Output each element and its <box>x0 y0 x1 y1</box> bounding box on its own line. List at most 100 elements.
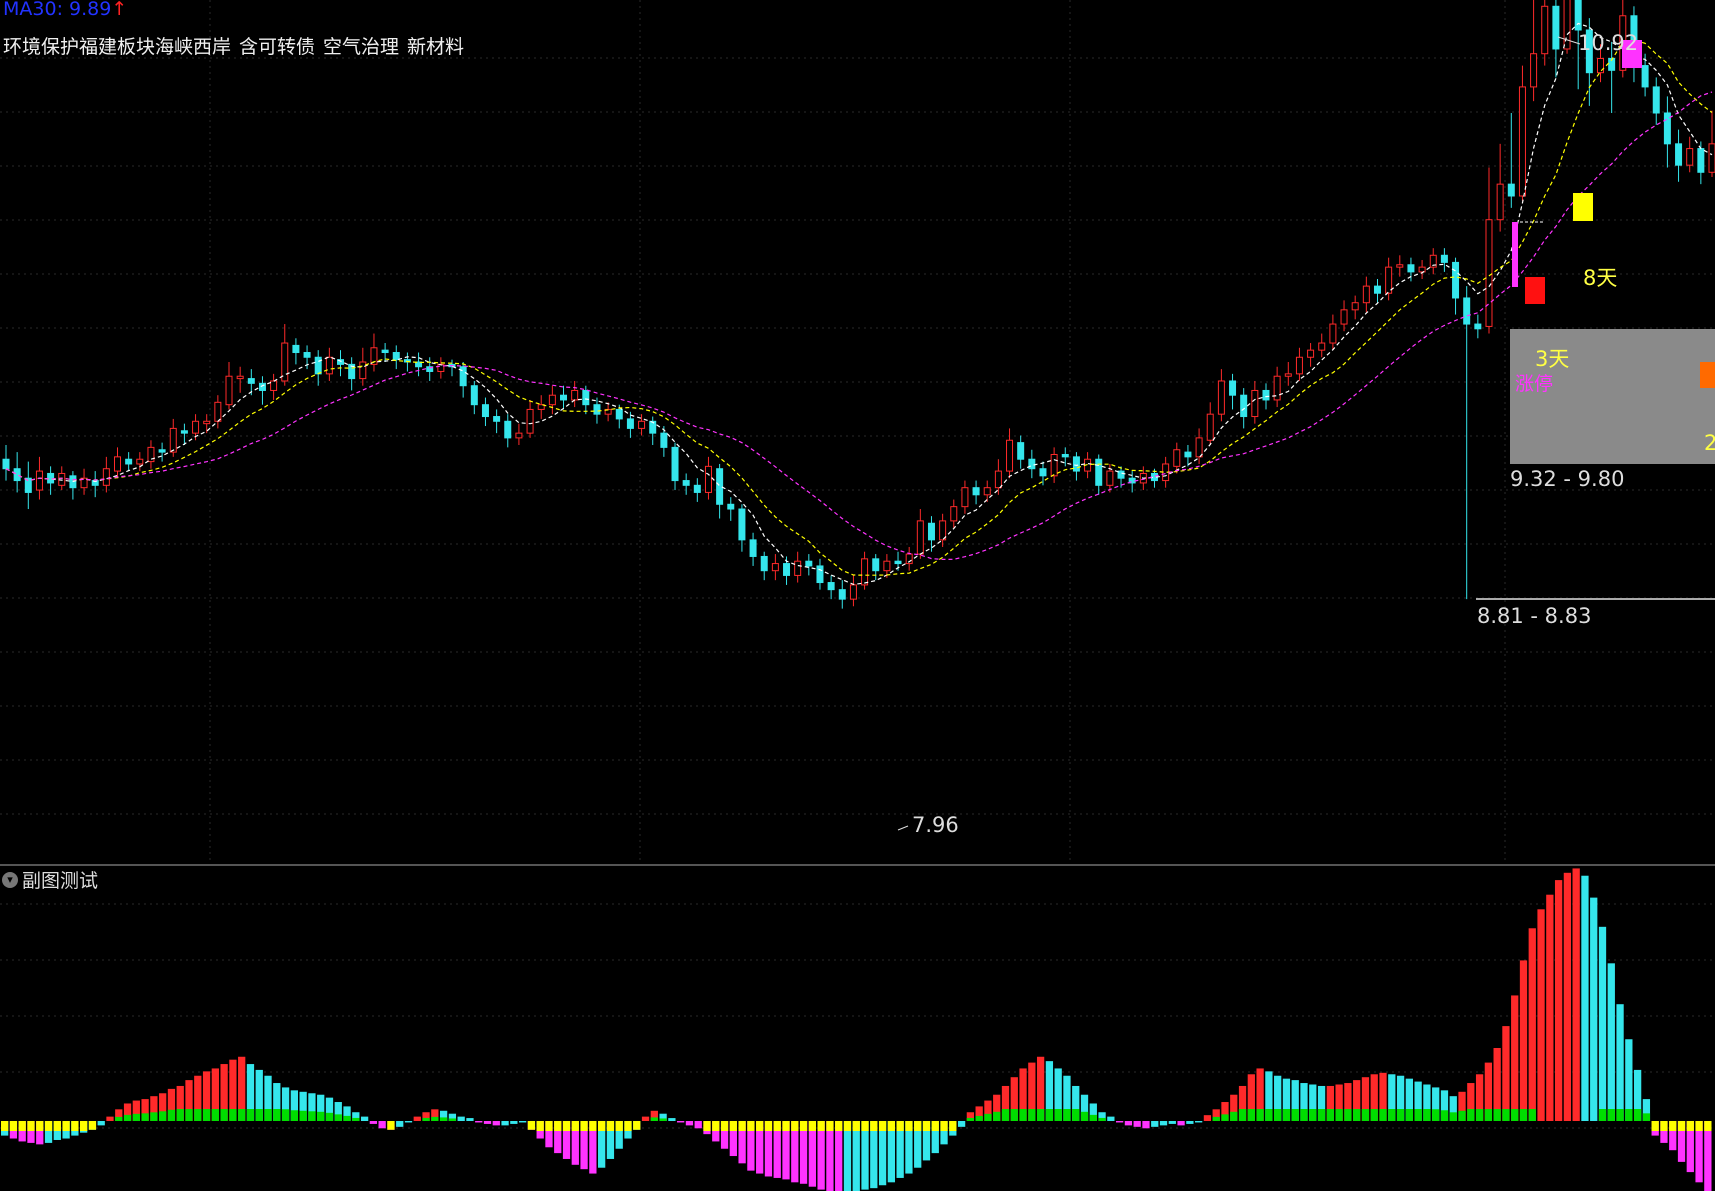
histogram-bar <box>492 1121 500 1126</box>
histogram-bar <box>1028 1062 1036 1121</box>
candle-body <box>1307 349 1315 358</box>
histogram-bar <box>123 1103 132 1121</box>
histogram-bar <box>1677 1121 1686 1162</box>
histogram-segment <box>554 1121 562 1131</box>
candle-body <box>716 468 724 505</box>
histogram-segment <box>1695 1121 1703 1131</box>
histogram-bar <box>396 1121 404 1127</box>
panel-divider[interactable] <box>0 864 1715 866</box>
histogram-bar <box>712 1121 720 1142</box>
histogram-bar <box>404 1121 413 1123</box>
candle-body <box>660 432 668 448</box>
histogram-bar <box>1133 1121 1141 1127</box>
candle-body <box>794 560 802 576</box>
candle-body <box>1039 468 1047 477</box>
price-range-label: 9.32 - 9.80 <box>1510 467 1624 491</box>
histogram-segment <box>273 1109 281 1121</box>
histogram-segment <box>975 1115 983 1121</box>
sector-tag[interactable]: 新材料 <box>407 36 465 58</box>
candle-body <box>381 349 389 354</box>
histogram-bar <box>1080 1094 1089 1121</box>
histogram-segment <box>44 1121 53 1131</box>
candle-body <box>102 468 110 486</box>
candle-body <box>816 565 824 584</box>
ma30-value: MA30: 9.89 <box>3 0 112 20</box>
histogram-segment <box>887 1121 896 1131</box>
sub-panel-header[interactable]: ▾ 副图测试 <box>2 866 98 893</box>
histogram-bar <box>1423 1084 1431 1121</box>
candle-body <box>916 520 924 555</box>
signal-block-marker <box>1622 40 1642 68</box>
candle-body <box>481 404 489 418</box>
candle-body <box>325 356 333 375</box>
ma30-readout: MA30: 9.89↑ <box>3 0 127 20</box>
sector-tag[interactable]: 环境保护福建板块海峡西岸 <box>3 36 232 58</box>
histogram-bar <box>606 1121 615 1159</box>
candle-body <box>1574 0 1582 31</box>
collapse-chevron-icon[interactable]: ▾ <box>2 871 18 888</box>
candle-body <box>626 418 634 429</box>
candle-body <box>1675 143 1683 166</box>
histogram-segment <box>1370 1109 1378 1121</box>
histogram-segment <box>940 1121 948 1131</box>
histogram-segment <box>343 1115 351 1121</box>
candle-body <box>1585 29 1593 74</box>
histogram-segment <box>782 1121 790 1131</box>
candle-body <box>760 555 768 572</box>
signal-block-marker <box>1525 277 1545 304</box>
histogram-bar <box>369 1121 378 1124</box>
histogram-bar <box>1590 897 1598 1121</box>
candle-body <box>13 468 21 482</box>
histogram-bar <box>1019 1068 1027 1121</box>
histogram-bar <box>80 1121 88 1133</box>
histogram-bar <box>1010 1077 1018 1121</box>
candle-body <box>359 361 367 380</box>
histogram-bar <box>36 1121 44 1145</box>
histogram-bar <box>843 1121 852 1191</box>
candle-body <box>827 582 835 591</box>
histogram-segment <box>852 1121 860 1131</box>
candle-body <box>314 356 322 375</box>
histogram-bar <box>1124 1121 1133 1126</box>
histogram-segment <box>264 1109 272 1121</box>
candle-body <box>771 563 779 572</box>
histogram-bar <box>1168 1121 1176 1124</box>
candle-body <box>1608 57 1616 71</box>
candle-body <box>582 389 590 406</box>
histogram-segment <box>1036 1109 1045 1121</box>
histogram-segment <box>27 1121 35 1131</box>
histogram-segment <box>1440 1110 1449 1121</box>
histogram-bar <box>1159 1121 1168 1126</box>
histogram-bar <box>1537 909 1545 1121</box>
histogram-segment <box>914 1121 922 1131</box>
histogram-segment <box>1642 1113 1651 1121</box>
histogram-segment <box>71 1121 79 1131</box>
histogram-segment <box>211 1109 219 1121</box>
histogram-bar <box>1353 1080 1361 1121</box>
histogram-bar <box>448 1113 457 1121</box>
histogram-bar <box>1475 1074 1484 1121</box>
histogram-segment <box>18 1121 26 1131</box>
sector-tag[interactable]: 空气治理 <box>323 36 400 58</box>
histogram-segment <box>1361 1109 1370 1121</box>
candle-body <box>47 472 55 484</box>
histogram-segment <box>1300 1109 1308 1121</box>
histogram-bar <box>501 1121 509 1126</box>
histogram-bar <box>1317 1085 1326 1121</box>
candle-body <box>392 352 400 361</box>
histogram-bar <box>1195 1121 1203 1123</box>
histogram-bar <box>299 1091 307 1121</box>
histogram-bar <box>984 1100 992 1121</box>
histogram-segment <box>185 1109 193 1121</box>
histogram-segment <box>773 1121 781 1131</box>
candle-body <box>1708 143 1715 173</box>
histogram-segment <box>176 1109 184 1121</box>
sector-tag[interactable]: 含可转债 <box>239 36 316 58</box>
histogram-bar <box>1554 880 1563 1121</box>
histogram-segment <box>334 1114 342 1121</box>
histogram-bar <box>966 1112 975 1121</box>
signal-block-marker <box>1700 362 1715 388</box>
histogram-segment <box>536 1121 544 1131</box>
histogram-segment <box>791 1121 799 1131</box>
histogram-segment <box>729 1121 737 1131</box>
